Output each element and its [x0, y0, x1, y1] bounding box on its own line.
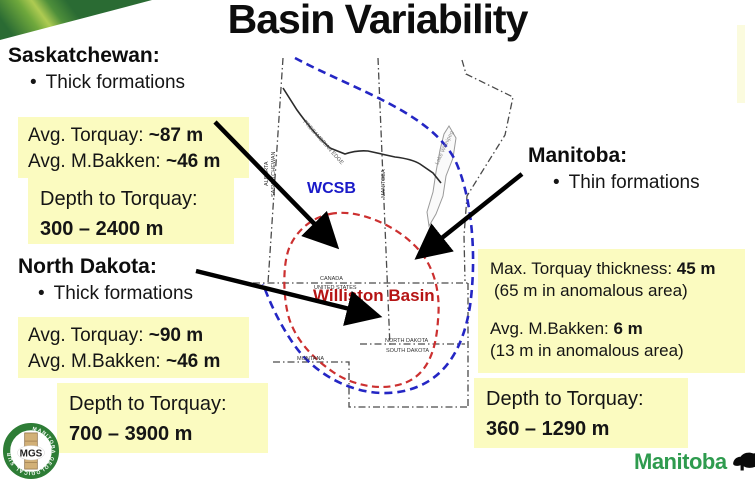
saskatchewan-heading: Saskatchewan: — [8, 44, 160, 67]
saskatchewan-bullet: • Thick formations — [30, 72, 185, 94]
mgs-logo: MANITOBA GEOLOGICAL SURVEY MGS — [3, 423, 59, 479]
bison-icon — [732, 452, 755, 471]
mb-avg-bakken-line: Avg. M.Bakken: 6 m — [490, 318, 733, 340]
williston-basin-outline — [283, 211, 440, 388]
manitoba-wordmark-text: Manitoba — [634, 449, 727, 474]
manitoba-bullet-text: Thin formations — [568, 172, 700, 193]
wcsb-boundary — [261, 56, 475, 395]
mgs-acronym: MGS — [20, 448, 43, 459]
manitoba-heading: Manitoba: — [528, 144, 628, 167]
alberta-saskatchewan-border — [267, 57, 284, 284]
saskatchewan-depth-box: Depth to Torquay: 300 – 2400 m — [28, 178, 234, 244]
sask-avg-torquay-line: Avg. Torquay: ~87 m — [28, 123, 239, 149]
montana-label: MONTANA — [297, 356, 324, 362]
mb-avg-bakken-value: 6 m — [613, 319, 643, 338]
montana-border — [273, 361, 468, 408]
saskatchewan-label: SASKATCHEWAN — [271, 151, 277, 197]
mb-max-torquay-note: (65 m in anomalous area) — [494, 281, 688, 300]
north-dakota-bullet-text: Thick formations — [53, 283, 194, 304]
mb-max-torquay-label: Max. Torquay thickness: — [490, 259, 677, 278]
manitoba-bullet: • Thin formations — [553, 172, 700, 194]
mb-avg-bakken-label: Avg. M.Bakken: — [490, 319, 614, 338]
lake-winnipeg-shape — [426, 125, 457, 228]
precambrian-edge-line — [282, 87, 442, 184]
alberta-label: ALBERTA — [264, 161, 270, 186]
lake-winnipeg-label: Lake Winnipeg — [434, 130, 455, 166]
bullet-glyph: • — [553, 172, 560, 193]
faint-yellow-strip — [737, 25, 745, 103]
mgs-text-band — [17, 445, 45, 461]
spacer — [490, 302, 733, 318]
saskatchewan-manitoba-border — [377, 57, 391, 348]
north-dakota-depth-box: Depth to Torquay: 700 – 3900 m — [57, 383, 268, 453]
williston-basin-label: Williston Basin — [313, 286, 435, 305]
nd-depth-label: Depth to Torquay: — [69, 393, 227, 415]
sask-avg-bakken-value: ~46 m — [166, 151, 221, 172]
mb-depth-value: 360 – 1290 m — [486, 418, 610, 440]
nd-avg-torquay-value: ~90 m — [148, 325, 204, 346]
north-dakota-heading: North Dakota: — [18, 255, 157, 278]
nd-depth-value: 700 – 3900 m — [69, 423, 193, 445]
sask-avg-torquay-value: ~87 m — [148, 125, 204, 146]
saskatchewan-bullet-text: Thick formations — [45, 72, 186, 93]
mb-max-torquay-line: Max. Torquay thickness: 45 m — [490, 258, 733, 280]
precambrian-edge-label: PRECAMBRIAN EDGE — [302, 119, 345, 166]
nd-avg-torquay-label: Avg. Torquay: — [28, 325, 149, 346]
sask-avg-bakken-line: Avg. M.Bakken: ~46 m — [28, 149, 239, 175]
manitoba-east-border — [461, 59, 514, 282]
north-dakota-bullet: • Thick formations — [38, 283, 193, 305]
manitoba-label: MANITOBA — [381, 169, 387, 198]
micro-labels: CANADA UNITED STATES MONTANA NORTH DAKOT… — [264, 119, 455, 362]
north-dakota-averages-box: Avg. Torquay: ~90 m Avg. M.Bakken: ~46 m — [18, 317, 249, 378]
manitoba-stats-box: Max. Torquay thickness: 45 m (65 m in an… — [478, 249, 745, 373]
nd-avg-bakken-line: Avg. M.Bakken: ~46 m — [28, 349, 239, 375]
manitoba-wordmark: Manitoba — [634, 449, 755, 475]
mb-avg-bakken-note: (13 m in anomalous area) — [490, 341, 684, 360]
nd-avg-torquay-line: Avg. Torquay: ~90 m — [28, 323, 239, 349]
wcsb-label: WCSB — [307, 180, 356, 197]
sask-depth-value: 300 – 2400 m — [40, 218, 164, 240]
bullet-glyph: • — [30, 72, 37, 93]
mb-max-torquay-value: 45 m — [676, 259, 716, 278]
canada-label: CANADA — [320, 276, 343, 282]
bullet-glyph: • — [38, 283, 45, 304]
map-borders — [253, 57, 514, 408]
south-dakota-label: SOUTH DAKOTA — [386, 348, 429, 354]
nd-avg-bakken-label: Avg. M.Bakken: — [28, 351, 166, 372]
north-dakota-label: NORTH DAKOTA — [385, 338, 429, 344]
mb-depth-label: Depth to Torquay: — [486, 388, 644, 410]
sask-avg-torquay-label: Avg. Torquay: — [28, 125, 149, 146]
united-states-label: UNITED STATES — [314, 285, 357, 291]
manitoba-arrow — [414, 172, 524, 260]
nd-avg-bakken-value: ~46 m — [166, 351, 221, 372]
sask-avg-bakken-label: Avg. M.Bakken: — [28, 151, 166, 172]
page-title: Basin Variability — [227, 0, 529, 42]
sask-depth-label: Depth to Torquay: — [40, 188, 198, 210]
north-dakota-arrow — [195, 268, 383, 326]
manitoba-depth-box: Depth to Torquay: 360 – 1290 m — [474, 378, 688, 448]
saskatchewan-averages-box: Avg. Torquay: ~87 m Avg. M.Bakken: ~46 m — [18, 117, 249, 178]
